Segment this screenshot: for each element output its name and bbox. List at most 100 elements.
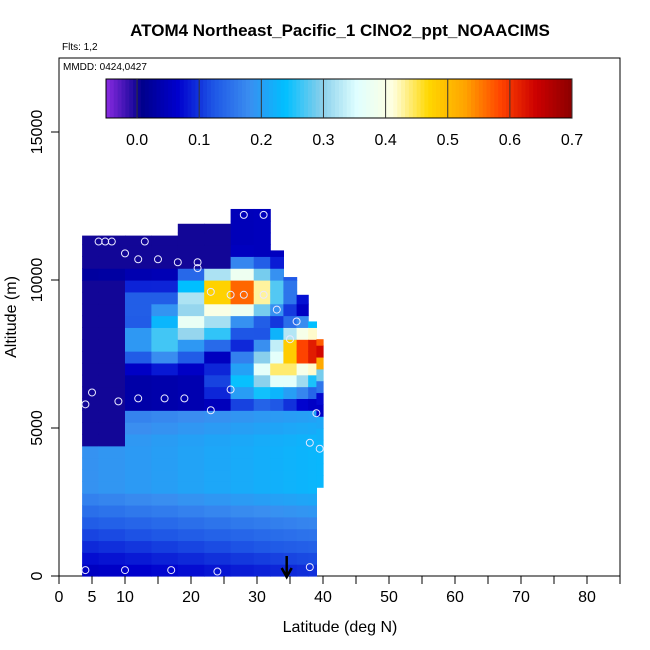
colorbar-segment — [498, 79, 503, 118]
colorbar-segment — [385, 79, 390, 118]
field-cell — [82, 469, 100, 482]
colorbar-segment — [556, 79, 561, 118]
field-cell — [308, 321, 317, 328]
field-cell — [98, 351, 126, 364]
colorbar-segment — [249, 79, 255, 118]
field-cell — [308, 481, 317, 494]
colorbar-segment — [339, 79, 344, 118]
field-cell — [151, 235, 179, 246]
field-cell — [98, 256, 126, 269]
colorbar-segment — [412, 79, 418, 118]
field-cell — [230, 422, 255, 435]
chart-title: ATOM4 Northeast_Pacific_1 ClNO2_ppt_NOAA… — [130, 21, 550, 40]
field-cell — [177, 303, 205, 317]
field-cell — [230, 339, 255, 352]
field-cell — [177, 445, 205, 459]
sample-point — [312, 409, 321, 418]
field-cell — [270, 445, 284, 459]
colorbar-segment — [319, 79, 324, 118]
field-cell — [151, 516, 179, 530]
field-cell — [125, 410, 152, 423]
sample-point — [88, 388, 96, 397]
colorbar-segment — [401, 79, 406, 118]
colorbar-segment — [284, 79, 290, 118]
field-cell — [316, 380, 324, 394]
field-cell — [283, 410, 298, 423]
field-cell — [177, 528, 205, 542]
field-cell — [177, 374, 205, 388]
field-cell — [270, 280, 284, 293]
field-cell — [283, 362, 298, 376]
field-cell — [230, 244, 255, 257]
field-cell — [308, 528, 317, 542]
colorbar-segment — [140, 79, 146, 118]
field-cell — [82, 457, 100, 471]
field-cell — [98, 398, 126, 411]
field-cell — [82, 398, 100, 411]
field-cell — [270, 374, 284, 388]
field-cell — [177, 280, 205, 293]
field-cell — [125, 504, 152, 518]
field-cell — [253, 268, 271, 281]
field-cell — [82, 516, 100, 530]
field-cell — [283, 422, 298, 435]
field-cell — [204, 433, 232, 447]
field-cell — [270, 516, 284, 530]
field-cell — [308, 469, 317, 482]
field-cell — [296, 398, 309, 411]
flights-label: Flts: 1,2 — [62, 42, 98, 53]
sample-point — [121, 566, 129, 575]
x-tick-label: 70 — [512, 589, 530, 606]
colorbar-tick-label: 0.1 — [188, 132, 210, 149]
field-cell — [308, 386, 317, 399]
field-cell — [253, 315, 271, 328]
field-cell — [308, 457, 317, 471]
field-cell — [125, 291, 152, 305]
x-tick-label: 60 — [446, 589, 464, 606]
field-cell — [316, 416, 324, 429]
colorbar-segment — [408, 79, 414, 118]
field-cell — [296, 516, 309, 530]
field-cell — [283, 386, 298, 399]
sample-point — [134, 394, 143, 403]
colorbar-segment — [183, 79, 189, 118]
field-cell — [151, 457, 179, 471]
field-cell — [204, 493, 232, 506]
field-cell — [308, 540, 317, 553]
field-cell — [270, 457, 284, 471]
field-cell — [316, 392, 324, 405]
field-cell — [204, 540, 232, 553]
field-cell — [253, 445, 271, 459]
colorbar-segment — [238, 79, 243, 118]
field-cell — [177, 493, 205, 506]
field-cell — [270, 398, 284, 411]
field-cell — [296, 386, 309, 399]
field-cell — [98, 457, 126, 471]
field-cell — [125, 540, 152, 553]
colorbar-segment — [416, 79, 422, 118]
sample-point — [239, 290, 248, 299]
colorbar-segment — [230, 79, 235, 118]
field-cell — [98, 303, 126, 317]
field-cell — [270, 327, 284, 340]
field-cell — [283, 516, 298, 530]
field-cell — [230, 540, 255, 553]
field-cell — [296, 362, 309, 376]
field-cell — [253, 280, 271, 293]
colorbar-segment — [432, 79, 437, 118]
colorbar-segment — [175, 79, 181, 118]
x-tick-label: 5 — [88, 589, 97, 606]
colorbar-segment — [428, 79, 433, 118]
field-cell — [151, 268, 179, 281]
sample-point — [154, 255, 162, 264]
field-cell — [177, 564, 205, 577]
x-tick-label: 40 — [314, 589, 332, 606]
y-tick-label: 0 — [29, 571, 46, 580]
field-cell — [296, 433, 309, 447]
field-cell — [204, 327, 232, 340]
colorbar-segment — [502, 79, 507, 118]
sample-point — [107, 237, 116, 246]
field-cell — [308, 504, 317, 518]
colorbar-segment — [486, 79, 491, 118]
field-cell — [177, 481, 205, 494]
